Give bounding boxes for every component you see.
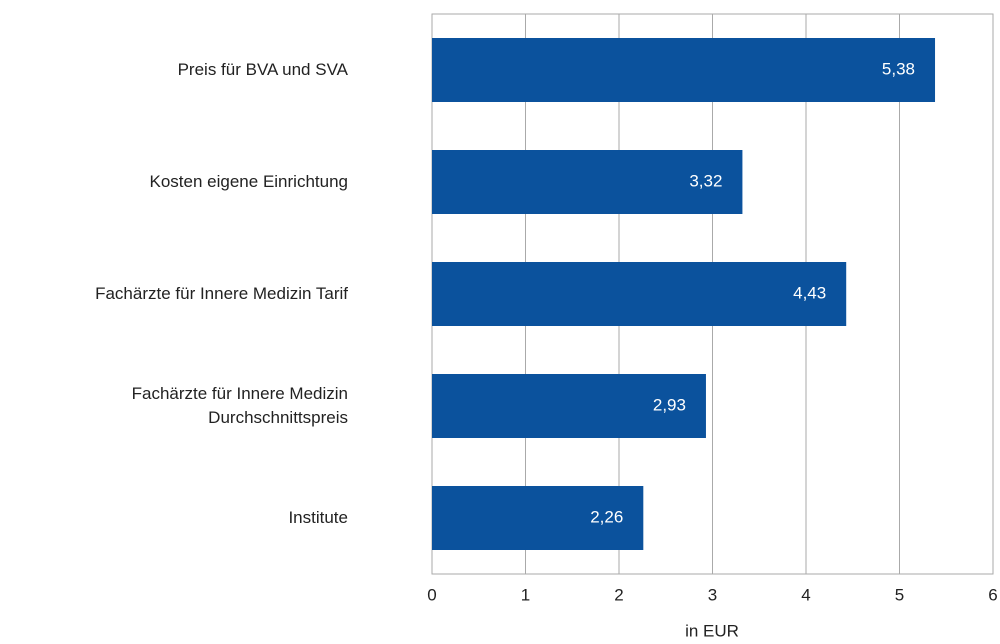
y-tick-label: Fachärzte für Innere Medizin Tarif	[95, 284, 348, 303]
data-label: 4,43	[793, 283, 826, 302]
data-label: 2,26	[590, 507, 623, 526]
data-label: 3,32	[689, 171, 722, 190]
x-axis-label: in EUR	[685, 621, 739, 640]
y-tick-label: Institute	[288, 508, 348, 527]
x-tick-label: 1	[521, 585, 530, 604]
x-tick-label: 6	[988, 585, 997, 604]
y-tick-label: Kosten eigene Einrichtung	[149, 172, 348, 191]
x-tick-label: 0	[427, 585, 436, 604]
x-tick-label: 2	[614, 585, 623, 604]
bar	[432, 262, 847, 326]
y-tick-label: Preis für BVA und SVA	[177, 60, 348, 79]
data-label: 2,93	[653, 395, 686, 414]
x-tick-label: 3	[708, 585, 717, 604]
y-tick-label: Fachärzte für Innere Medizin Durchschnit…	[131, 384, 348, 427]
bar	[432, 38, 936, 102]
x-tick-label: 4	[801, 585, 810, 604]
data-label: 5,38	[882, 59, 915, 78]
bar	[432, 374, 706, 438]
bar	[432, 150, 743, 214]
bar	[432, 486, 644, 550]
x-tick-label: 5	[895, 585, 904, 604]
